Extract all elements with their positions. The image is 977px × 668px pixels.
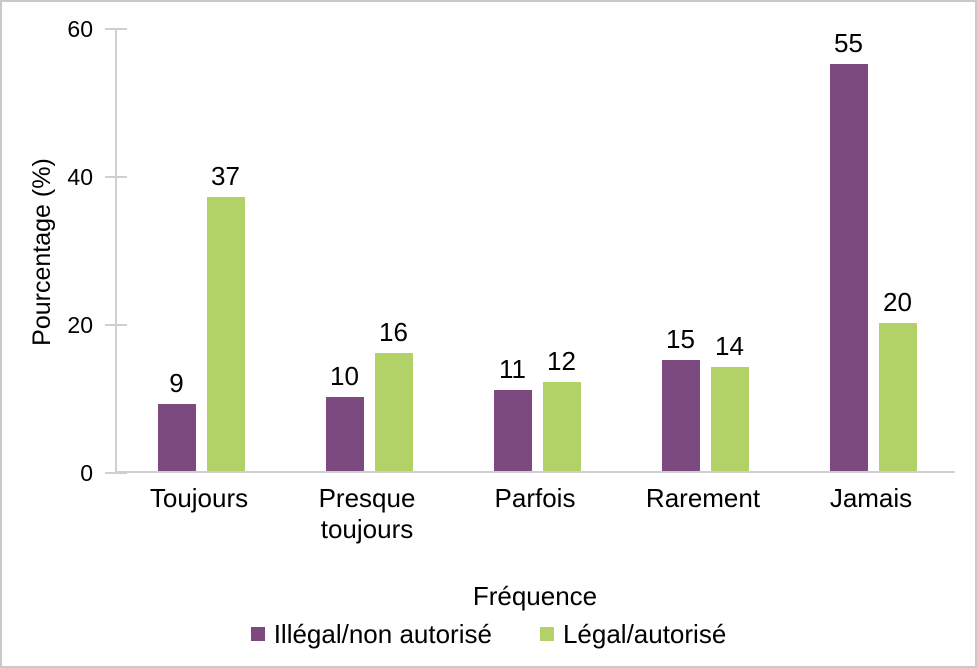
bar-illegal (157, 404, 196, 471)
y-tick-mark (105, 472, 127, 474)
data-label: 37 (211, 161, 240, 192)
y-axis-title: Pourcentage (%) (28, 158, 56, 346)
legend-swatch-icon (539, 627, 554, 641)
y-tick-mark (105, 324, 127, 326)
legend-item: Légal/autorisé (539, 619, 727, 649)
data-label: 20 (883, 287, 912, 317)
bar-illegal (493, 389, 532, 471)
bar-column: 10 (325, 361, 364, 471)
bar-illegal (829, 64, 868, 471)
y-tick-mark (105, 176, 127, 178)
legend-swatch-icon (250, 627, 265, 641)
bar-column: 14 (710, 331, 749, 471)
x-category-label: Parfois (494, 483, 576, 513)
plot-area: 0 20 40 60 9 37 10 16 11 12 15 14 55 20 (67, 16, 957, 486)
x-category-label: Rarement (645, 483, 761, 513)
x-category-label: Toujours (149, 483, 249, 513)
y-tick-label: 0 (80, 460, 93, 486)
bar-column: 15 (661, 324, 700, 471)
bar-illegal (661, 360, 700, 471)
bar-column: 12 (542, 346, 581, 471)
category-group: 10 16 (285, 27, 453, 471)
bar-column: 9 (157, 368, 196, 471)
data-label: 14 (715, 331, 744, 362)
bar-column: 16 (374, 316, 413, 471)
data-label: 10 (330, 361, 359, 391)
bar-legal (542, 382, 581, 471)
bar-column: 11 (493, 353, 532, 471)
chart-legend: Illégal/non autorisé Légal/autorisé (2, 620, 975, 648)
legend-item: Illégal/non autorisé (250, 619, 492, 649)
bar-legal (710, 367, 749, 471)
data-label: 16 (379, 316, 408, 347)
bar-illegal (325, 397, 364, 471)
data-label: 15 (666, 324, 695, 354)
legend-label: Légal/autorisé (562, 619, 727, 649)
y-tick-label: 20 (67, 312, 93, 338)
bar-legal (374, 352, 413, 471)
data-label: 11 (499, 353, 526, 384)
bar-legal (206, 197, 245, 471)
category-group: 55 20 (789, 27, 957, 471)
category-group: 15 14 (621, 27, 789, 471)
bar-column: 55 (829, 28, 868, 471)
legend-label: Illégal/non autorisé (273, 619, 492, 649)
y-tick-mark (105, 28, 127, 30)
bar-column: 20 (878, 287, 917, 471)
x-axis-labels: Toujours Presque toujours Parfois Rarement J… (115, 483, 955, 545)
x-category-label: Presque toujours (318, 483, 416, 544)
x-axis-title: Fréquence (472, 581, 598, 611)
category-group: 11 12 (453, 27, 621, 471)
bar-column: 37 (206, 161, 245, 471)
category-group: 9 37 (117, 27, 285, 471)
y-tick-label: 40 (67, 164, 93, 190)
bar-legal (878, 323, 917, 471)
x-category-label: Jamais (829, 483, 913, 513)
data-label: 55 (834, 28, 863, 58)
data-label: 12 (547, 346, 576, 377)
data-label: 9 (169, 368, 184, 399)
y-tick-label: 60 (67, 16, 93, 42)
